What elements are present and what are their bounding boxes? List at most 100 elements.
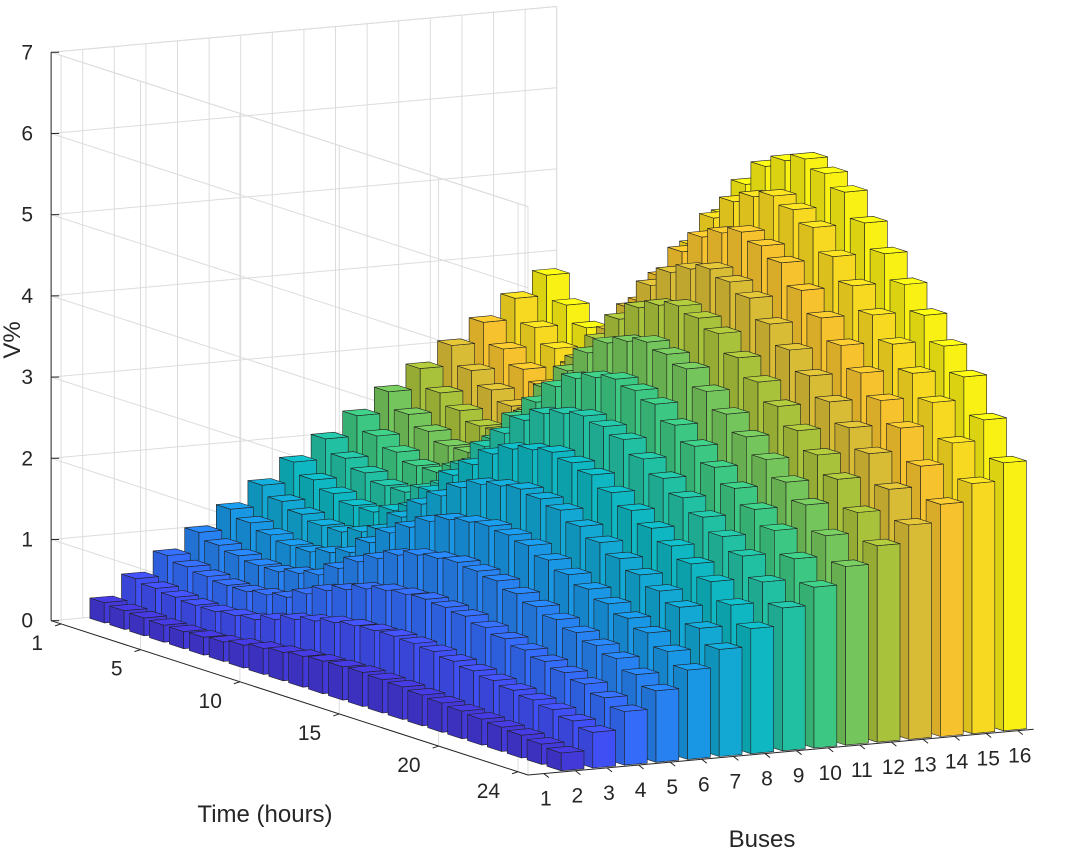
bar-top-face [212,578,251,586]
bar-top-face [640,397,679,405]
bar-front-face [1003,460,1027,732]
bar-top-face [510,643,549,651]
bar-top-face [189,630,227,638]
z-tick-label: 3 [21,366,33,389]
bar-top-face [874,482,913,490]
bar-top-face [620,383,659,391]
bar-top-face [672,663,711,671]
bar-top-face [957,476,996,484]
bar-top-face [500,291,539,299]
bus-tick-mark [606,767,613,773]
bar-top-face [834,420,873,429]
bar-top-face [790,152,829,160]
bar-top-face [445,403,484,412]
bar-top-face [708,529,746,537]
bar-top-face [858,307,896,316]
bar-top-face [540,341,578,349]
bar-top-face [553,567,592,576]
bar-top-face [869,246,908,254]
bar-top-face [542,612,580,621]
bar-top-face [427,695,466,704]
bar-top-face [917,395,956,403]
bar-top-face [391,587,429,595]
bus-tick-label: 8 [761,768,773,791]
bar-side-face [328,661,344,701]
bar-top-face [648,471,687,479]
bar-top-face [810,166,848,174]
bar-side-face [467,714,483,746]
bar-top-face [747,574,786,583]
bar-top-face [310,431,349,440]
bar-top-face [413,424,452,432]
bar-top-face [600,372,639,380]
bar-top-face [854,446,893,455]
bar-top-face [488,341,527,350]
box-edge [50,51,529,208]
bar-top-face [758,189,797,197]
bar-top-face [342,408,381,417]
bar-top-face [462,564,501,572]
bar-top-face [204,538,242,546]
bus-tick-label: 9 [793,765,805,788]
bar-top-face [660,418,699,426]
bar-front-face [940,501,964,737]
bus-tick-mark [827,747,834,753]
bar-top-face [450,609,489,617]
bar-top-face [339,618,378,627]
bus-tick-mark [764,753,771,758]
hour-tick-label: 24 [477,780,501,803]
bar-top-face [288,649,327,657]
bar-top-face [585,535,624,543]
bar-top-face [299,472,337,481]
bar-top-face [988,455,1027,464]
bar-top-face [474,519,513,527]
bus-tick-label: 5 [666,776,678,799]
bar-top-face [338,498,377,507]
bar-top-face [359,623,398,632]
bar-front-face [750,626,774,755]
bar-top-face [719,481,758,489]
bar-top-face [433,438,472,447]
bar-top-face [551,298,590,306]
bar-front-face [971,481,996,735]
bar-top-face [746,238,785,247]
bar-top-face [522,599,560,608]
bar-top-face [578,725,616,733]
bar-top-face [794,368,833,377]
bar-top-face [676,556,715,565]
bar-top-face [537,445,576,453]
box-edge [51,6,557,53]
bar-top-face [169,624,207,632]
bar-top-face [224,548,262,557]
bar-top-face [476,382,515,391]
bar-top-face [866,393,904,401]
bar-top-face [929,339,968,347]
bar-top-face [842,505,881,513]
bar-top-face [387,679,426,688]
bar-top-face [711,407,750,415]
bar-top-face [502,586,541,595]
bar-top-face [244,558,282,566]
bar-top-face [905,459,944,467]
bar-top-face [577,467,615,476]
bar-top-face [779,551,818,560]
bar-top-face [605,551,643,560]
bar-top-face [121,571,159,580]
x-axis-label: Buses [729,826,796,851]
bus-tick-mark [985,733,992,738]
hour-axis-line [50,620,529,776]
bar-side-face [486,722,502,752]
bar-front-face [655,688,680,763]
bar-top-face [308,654,346,662]
bar-top-face [653,644,691,652]
bus-tick-mark [922,738,929,744]
bar-top-face [949,369,988,378]
bar-top-face [877,337,916,345]
bar-top-face [889,277,928,285]
bus-tick-mark [891,741,897,747]
bar-top-face [680,439,718,447]
bar-top-face [735,291,773,299]
z-tick-label: 2 [21,447,33,470]
bar-top-face [783,423,821,432]
bar-front-face [813,584,838,749]
